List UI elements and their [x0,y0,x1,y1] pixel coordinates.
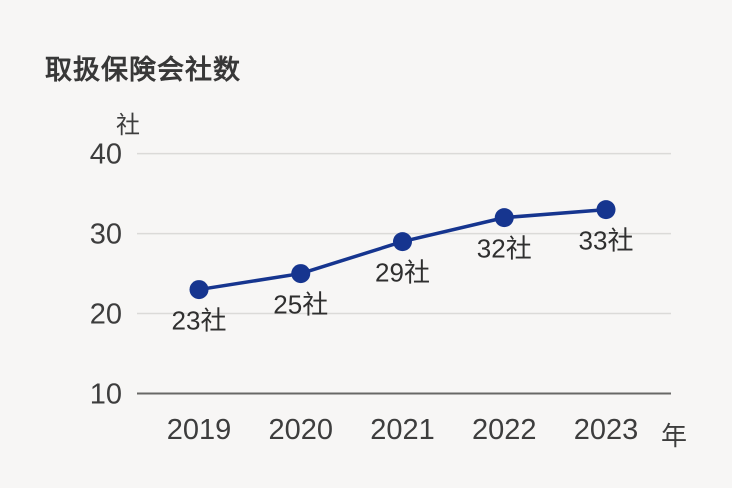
chart-title: 取扱保険会社数 [45,55,241,85]
x-axis-unit-label: 年 [661,421,688,451]
y-tick-label: 10 [90,379,122,411]
x-tick-label: 2021 [370,414,435,446]
data-point-label: 23社 [172,306,227,336]
data-point [393,232,412,252]
y-axis-unit-label: 社 [116,112,140,139]
data-point [189,280,209,300]
data-point-label: 33社 [579,226,634,256]
x-tick-label: 2020 [268,414,333,446]
x-tick-label: 2022 [472,414,537,446]
data-point [291,264,311,284]
y-tick-label: 20 [90,299,122,331]
y-tick-label: 40 [90,139,122,171]
data-point [596,200,616,220]
data-point-label: 32社 [477,234,532,264]
data-point-label: 25社 [273,290,328,320]
data-point [494,208,514,228]
x-tick-label: 2019 [167,414,232,446]
y-tick-label: 30 [90,219,122,251]
x-tick-label: 2023 [574,414,639,446]
data-point-label: 29社 [375,258,430,288]
